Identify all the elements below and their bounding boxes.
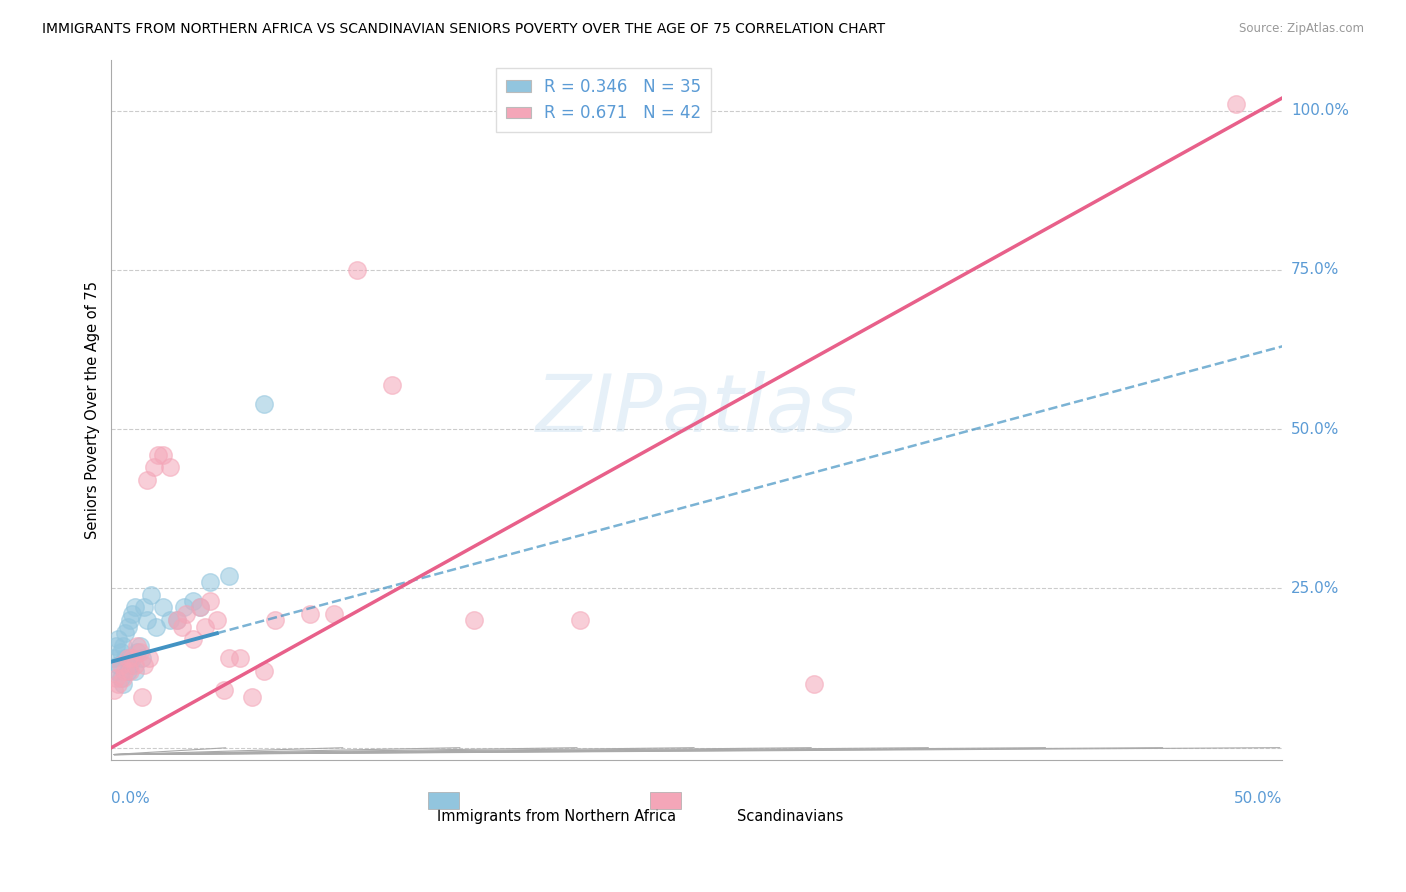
- Text: 50.0%: 50.0%: [1291, 422, 1339, 436]
- Point: [253, 396, 276, 410]
- Point: [124, 664, 146, 678]
- Text: 100.0%: 100.0%: [1291, 103, 1348, 118]
- Text: Scandinavians: Scandinavians: [738, 809, 844, 824]
- Point: [183, 594, 205, 608]
- Text: IMMIGRANTS FROM NORTHERN AFRICA VS SCANDINAVIAN SENIORS POVERTY OVER THE AGE OF : IMMIGRANTS FROM NORTHERN AFRICA VS SCAND…: [42, 22, 886, 37]
- Y-axis label: Seniors Poverty Over the Age of 75: Seniors Poverty Over the Age of 75: [86, 281, 100, 539]
- Point: [170, 619, 193, 633]
- Point: [190, 600, 212, 615]
- Point: [229, 651, 252, 665]
- Point: [105, 671, 128, 685]
- Point: [128, 645, 150, 659]
- Point: [120, 664, 142, 678]
- Point: [173, 600, 195, 615]
- Text: 75.0%: 75.0%: [1291, 262, 1339, 277]
- Point: [198, 574, 221, 589]
- Text: Source: ZipAtlas.com: Source: ZipAtlas.com: [1239, 22, 1364, 36]
- Point: [218, 651, 240, 665]
- Point: [110, 657, 132, 672]
- Point: [121, 607, 143, 621]
- Point: [114, 664, 136, 678]
- Point: [212, 683, 235, 698]
- Legend: R = 0.346   N = 35, R = 0.671   N = 42: R = 0.346 N = 35, R = 0.671 N = 42: [495, 68, 711, 132]
- Point: [142, 460, 165, 475]
- Point: [110, 645, 132, 659]
- Point: [803, 677, 825, 691]
- Point: [135, 613, 157, 627]
- Point: [166, 613, 188, 627]
- Point: [346, 263, 368, 277]
- Point: [117, 651, 139, 665]
- Text: 50.0%: 50.0%: [1234, 791, 1282, 806]
- Point: [127, 639, 149, 653]
- Point: [105, 664, 128, 678]
- Point: [145, 619, 167, 633]
- Point: [112, 639, 135, 653]
- Point: [568, 613, 591, 627]
- Point: [381, 377, 404, 392]
- Point: [152, 600, 174, 615]
- Point: [128, 639, 150, 653]
- Point: [135, 473, 157, 487]
- Point: [105, 639, 128, 653]
- Point: [463, 613, 485, 627]
- Point: [159, 460, 181, 475]
- Point: [253, 664, 276, 678]
- Point: [124, 600, 146, 615]
- Point: [1225, 97, 1247, 112]
- Point: [121, 651, 143, 665]
- Point: [131, 651, 153, 665]
- Point: [107, 657, 129, 672]
- Point: [148, 448, 170, 462]
- Point: [134, 600, 156, 615]
- Point: [138, 651, 160, 665]
- Text: 0.0%: 0.0%: [111, 791, 150, 806]
- Point: [190, 600, 212, 615]
- Point: [112, 677, 135, 691]
- Point: [194, 619, 217, 633]
- Point: [103, 651, 125, 665]
- Point: [107, 677, 129, 691]
- Point: [152, 448, 174, 462]
- Point: [117, 664, 139, 678]
- Point: [240, 690, 263, 704]
- Point: [103, 683, 125, 698]
- Point: [121, 651, 143, 665]
- Point: [117, 619, 139, 633]
- Point: [107, 632, 129, 647]
- Text: 25.0%: 25.0%: [1291, 581, 1339, 596]
- Point: [110, 671, 132, 685]
- Point: [264, 613, 287, 627]
- Point: [114, 651, 136, 665]
- Point: [124, 657, 146, 672]
- Text: ZIPatlas: ZIPatlas: [536, 371, 858, 449]
- Point: [131, 690, 153, 704]
- Point: [134, 657, 156, 672]
- Point: [166, 613, 188, 627]
- Point: [112, 671, 135, 685]
- Point: [159, 613, 181, 627]
- Point: [198, 594, 221, 608]
- Point: [218, 568, 240, 582]
- Point: [141, 588, 163, 602]
- Point: [322, 607, 344, 621]
- Text: Immigrants from Northern Africa: Immigrants from Northern Africa: [437, 809, 676, 824]
- Point: [114, 626, 136, 640]
- Point: [120, 657, 142, 672]
- Point: [176, 607, 198, 621]
- Point: [205, 613, 228, 627]
- Point: [183, 632, 205, 647]
- Point: [120, 613, 142, 627]
- Point: [127, 645, 149, 659]
- Point: [299, 607, 322, 621]
